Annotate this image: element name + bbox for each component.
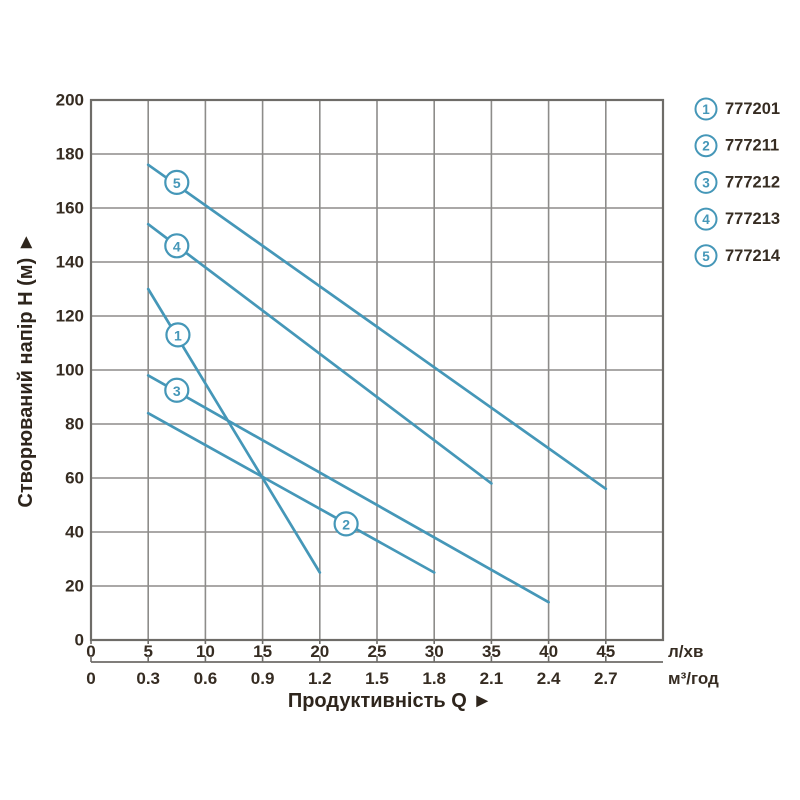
secondary-axis-tick-label: 2.4 bbox=[537, 669, 561, 688]
secondary-axis-tick-label: 0 bbox=[86, 669, 95, 688]
secondary-axis-tick-label: 2.1 bbox=[480, 669, 504, 688]
x-axis-tick-label: 30 bbox=[425, 642, 444, 661]
legend-symbol-circle-1 bbox=[694, 97, 718, 121]
legend-model-label-777211: 777211 bbox=[725, 137, 779, 155]
legend-symbol-circle-3 bbox=[694, 170, 718, 194]
legend-model-label-777212: 777212 bbox=[725, 173, 780, 191]
series-line-3 bbox=[146, 374, 550, 604]
legend-model-label-777214: 777214 bbox=[725, 247, 781, 265]
series-line-5 bbox=[146, 163, 608, 491]
secondary-axis-tick-label: 0.6 bbox=[194, 669, 218, 688]
series-marker-number-3: 3 bbox=[173, 383, 181, 399]
series-marker-circle-5 bbox=[164, 169, 190, 195]
x-axis-tick-label: 25 bbox=[368, 642, 387, 661]
y-axis-tick-label: 100 bbox=[56, 361, 84, 380]
x-axis-tick-label: 10 bbox=[196, 642, 215, 661]
legend-symbol-circle-4 bbox=[694, 207, 718, 231]
x-axis-tick-label: 40 bbox=[539, 642, 558, 661]
series-marker-number-2: 2 bbox=[342, 516, 350, 532]
series-marker-number-1: 1 bbox=[174, 327, 182, 343]
series-marker-circle-4 bbox=[164, 233, 190, 259]
x-axis-tick-label: 5 bbox=[143, 642, 152, 661]
series-marker-number-4: 4 bbox=[173, 238, 181, 254]
secondary-axis-tick-label: 2.7 bbox=[594, 669, 618, 688]
legend-symbol-number-4: 4 bbox=[702, 212, 710, 227]
series-marker-circle-3 bbox=[164, 377, 190, 403]
series-marker-circle-2 bbox=[333, 511, 359, 537]
legend-symbol-circle-2 bbox=[694, 134, 718, 158]
y-axis-title: Створюваний напір Н (м) ► bbox=[15, 232, 37, 507]
series-marker-number-5: 5 bbox=[173, 175, 181, 191]
x-axis-title: Продуктивність Q ► bbox=[288, 690, 492, 712]
legend-symbol-number-3: 3 bbox=[702, 175, 710, 190]
x-axis-tick-label: 45 bbox=[596, 642, 615, 661]
y-axis-tick-label: 20 bbox=[65, 577, 84, 596]
y-axis-tick-label: 200 bbox=[56, 91, 84, 110]
y-axis-tick-label: 140 bbox=[56, 253, 84, 272]
secondary-axis-tick-label: 0.9 bbox=[251, 669, 275, 688]
series-marker-circle-1 bbox=[165, 322, 191, 348]
y-axis-tick-label: 60 bbox=[65, 469, 84, 488]
secondary-axis-tick-label: 1.2 bbox=[308, 669, 332, 688]
y-axis-tick-label: 40 bbox=[65, 523, 84, 542]
x-axis-tick-label: 20 bbox=[310, 642, 329, 661]
series-line-2 bbox=[146, 411, 436, 574]
y-axis-tick-label: 160 bbox=[56, 199, 84, 218]
x-axis-tick-label: 0 bbox=[86, 642, 95, 661]
y-axis-tick-label: 80 bbox=[65, 415, 84, 434]
legend-symbol-number-5: 5 bbox=[702, 249, 710, 264]
x-axis-tick-label: 35 bbox=[482, 642, 501, 661]
legend-model-label-777201: 777201 bbox=[725, 100, 780, 118]
legend-symbol-number-1: 1 bbox=[702, 102, 710, 117]
legend-symbol-number-2: 2 bbox=[702, 139, 710, 154]
legend-symbol-circle-5 bbox=[694, 244, 718, 268]
y-axis-tick-label: 0 bbox=[75, 631, 84, 650]
x-axis-unit-lmin: л/хв bbox=[668, 642, 703, 661]
legend-model-label-777213: 777213 bbox=[725, 210, 780, 228]
y-axis-tick-label: 120 bbox=[56, 307, 84, 326]
secondary-axis-tick-label: 1.5 bbox=[365, 669, 389, 688]
series-line-4 bbox=[146, 222, 493, 485]
x-axis-tick-label: 15 bbox=[253, 642, 272, 661]
secondary-axis-tick-label: 0.3 bbox=[136, 669, 160, 688]
secondary-axis-tick-label: 1.8 bbox=[422, 669, 446, 688]
x-axis-unit-m3h: м³/год bbox=[668, 669, 719, 688]
y-axis-tick-label: 180 bbox=[56, 145, 84, 164]
